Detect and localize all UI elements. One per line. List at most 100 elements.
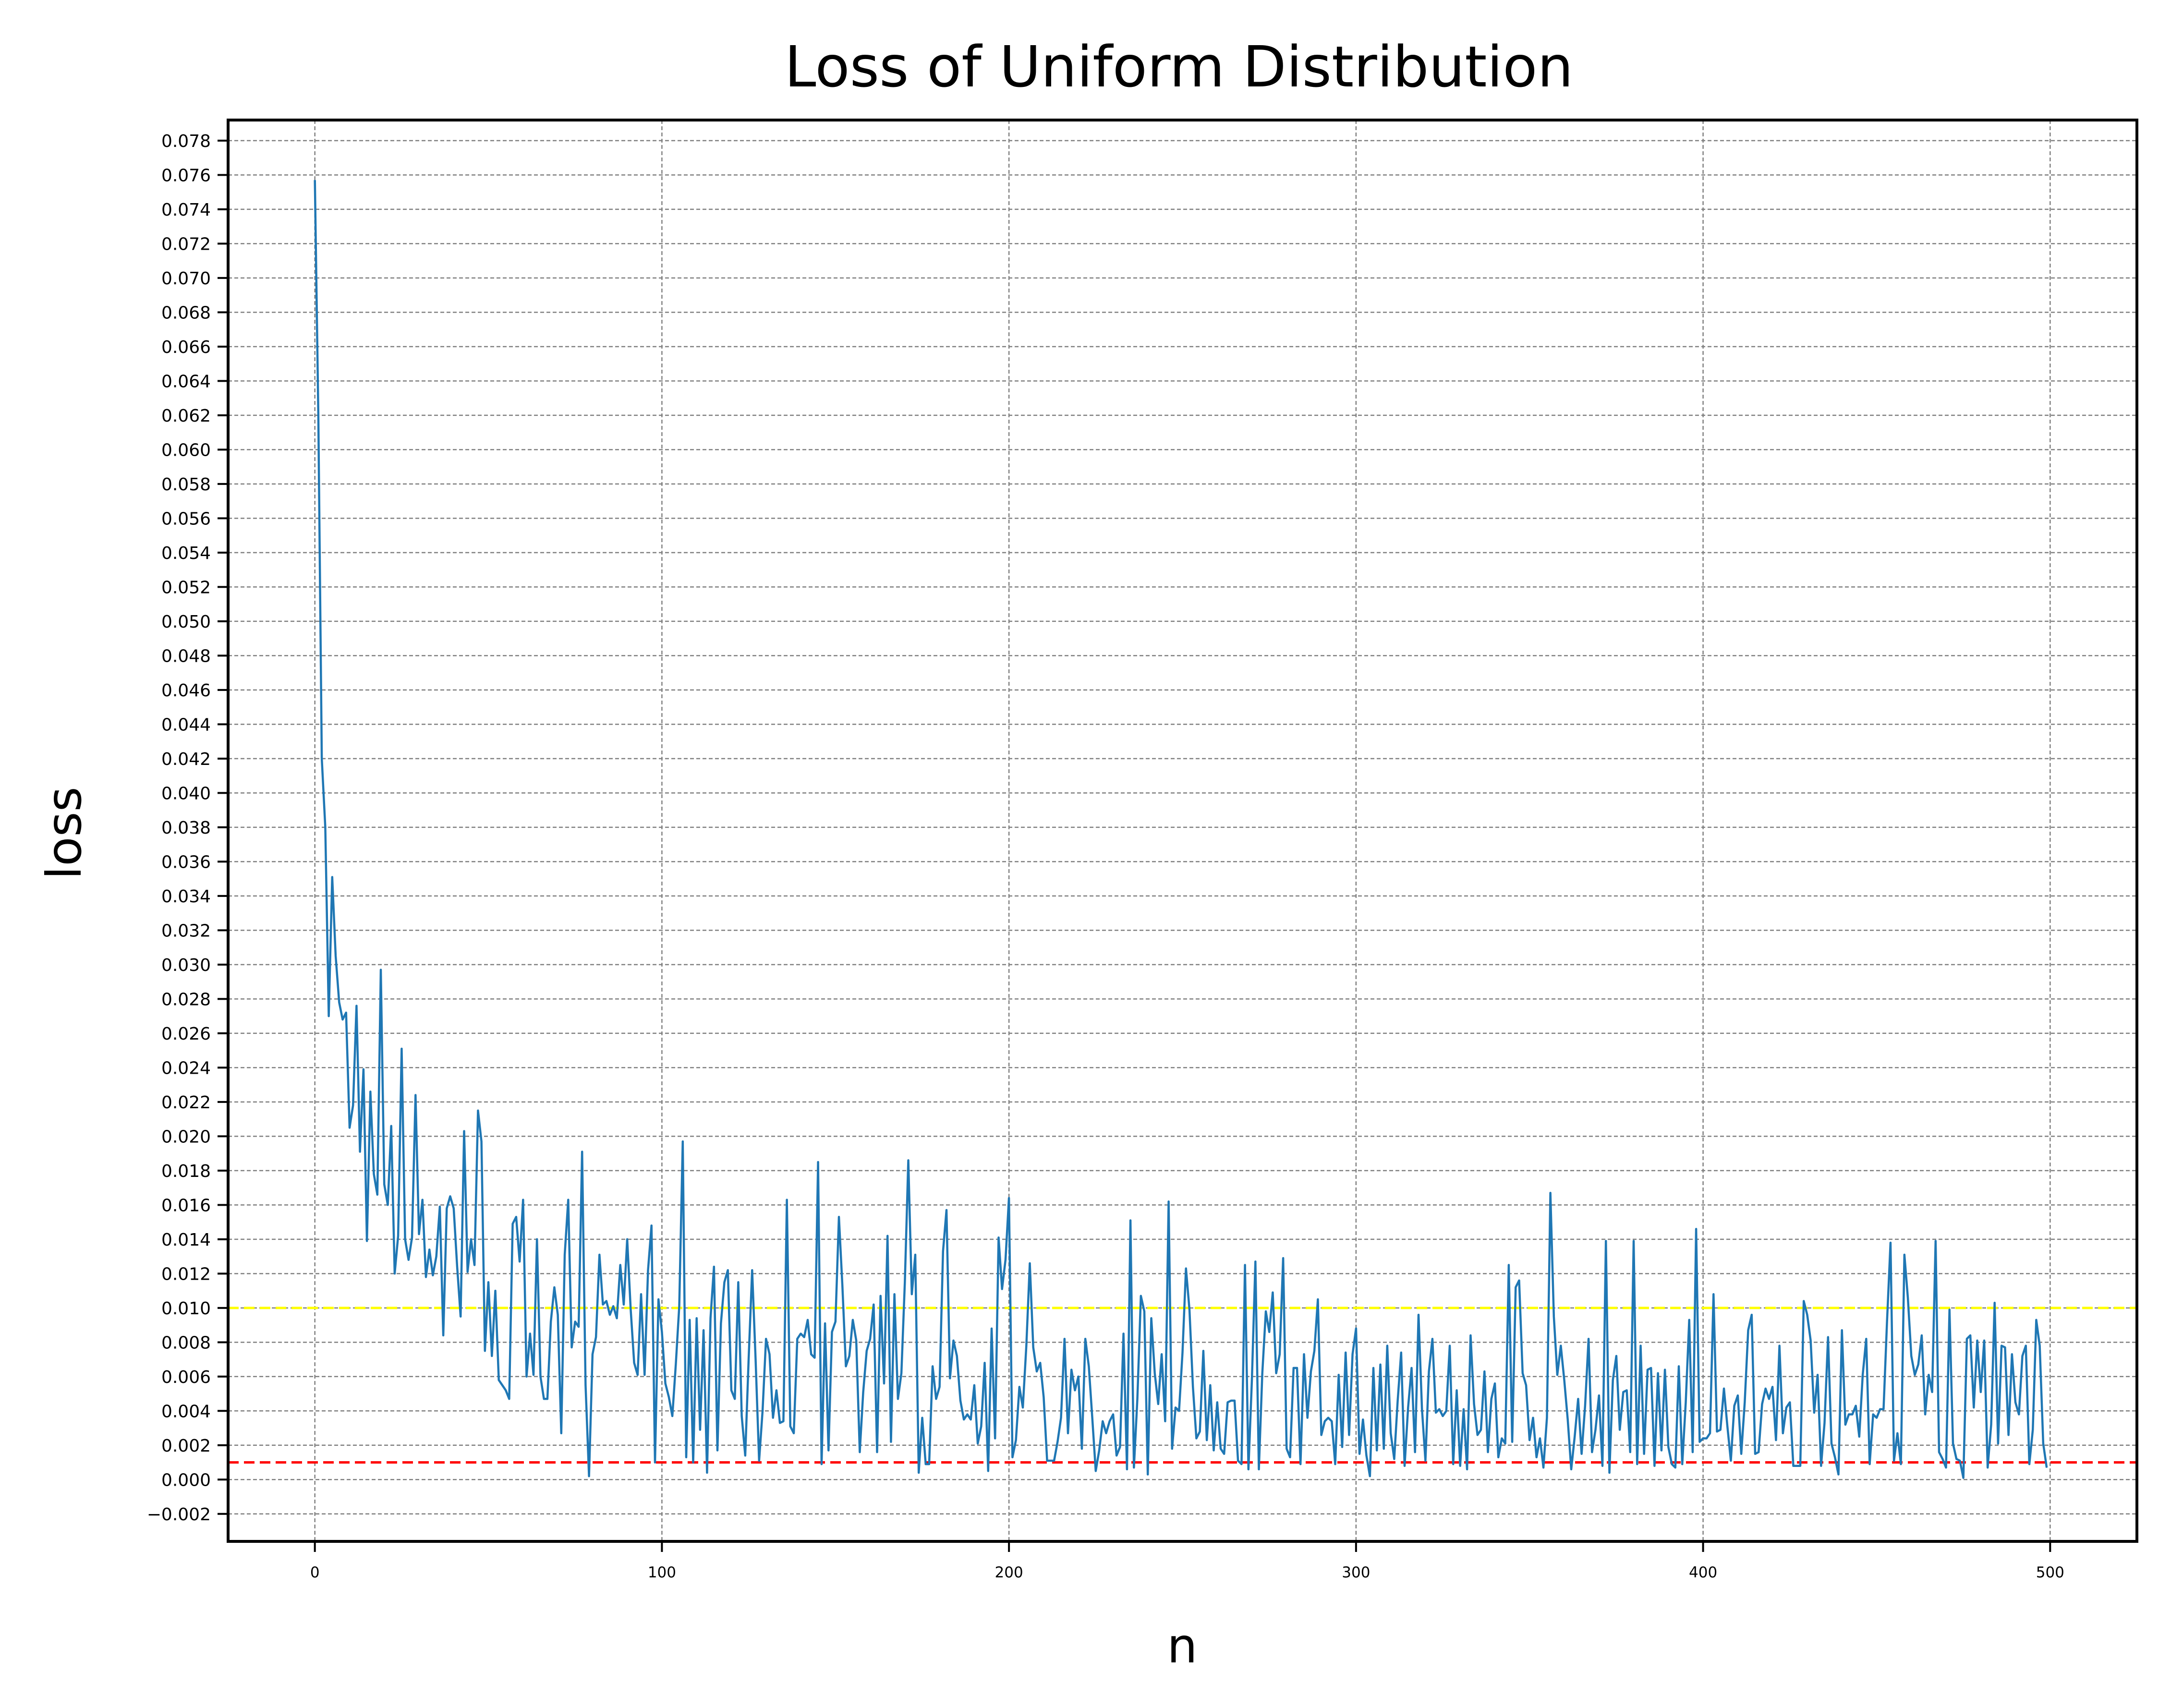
data-point [568, 1199, 569, 1200]
data-point [1116, 1455, 1117, 1456]
data-point [619, 1264, 621, 1266]
data-point [904, 1282, 906, 1283]
x-tick-label: 100 [648, 1564, 676, 1581]
data-point [1356, 1328, 1357, 1329]
data-point [1862, 1374, 1863, 1375]
data-point [922, 1417, 923, 1418]
data-point [1838, 1474, 1839, 1475]
data-point [1293, 1368, 1294, 1369]
data-point [1407, 1407, 1409, 1408]
data-point [318, 415, 319, 416]
data-point [533, 1374, 534, 1375]
y-tick-label: 0.042 [161, 750, 211, 769]
data-point [1498, 1457, 1499, 1458]
data-point [1810, 1340, 1811, 1341]
y-tick-label: 0.066 [161, 338, 211, 357]
data-point [599, 1254, 600, 1255]
data-point [1637, 1464, 1638, 1465]
data-point [1984, 1340, 1985, 1341]
data-point [1747, 1330, 1749, 1331]
data-point [1383, 1448, 1384, 1449]
data-point [1255, 1261, 1256, 1262]
data-point [2018, 1414, 2020, 1415]
data-point [1852, 1414, 1853, 1415]
data-point [1328, 1417, 1329, 1418]
y-tick-label: 0.046 [161, 681, 211, 701]
data-point [1109, 1421, 1110, 1422]
data-point [1605, 1240, 1606, 1242]
data-point [1484, 1371, 1485, 1372]
data-point [1102, 1421, 1104, 1422]
series-layer [314, 180, 2048, 1479]
data-point [1775, 1440, 1777, 1441]
y-tick-label: 0.048 [161, 646, 211, 666]
data-point [911, 1294, 912, 1295]
data-point [1897, 1433, 1898, 1434]
y-tick-label: 0.070 [161, 269, 211, 289]
data-point [1907, 1297, 1908, 1298]
data-point [1001, 1288, 1003, 1290]
data-point [800, 1333, 801, 1334]
data-point [991, 1328, 992, 1329]
data-point [564, 1254, 565, 1255]
data-point [1616, 1356, 1617, 1357]
data-point [1706, 1438, 1707, 1439]
data-point [1414, 1452, 1416, 1453]
data-point [1067, 1433, 1068, 1434]
data-point [870, 1338, 871, 1339]
data-point [1203, 1350, 1204, 1351]
data-point [1817, 1374, 1818, 1375]
data-point [1730, 1460, 1732, 1461]
data-point [1744, 1402, 1746, 1403]
data-point [1411, 1368, 1412, 1369]
data-point [1261, 1372, 1263, 1374]
data-point [1588, 1338, 1589, 1339]
data-point [606, 1300, 607, 1302]
data-point [724, 1282, 725, 1283]
data-point [1370, 1476, 1371, 1477]
data-point [772, 1417, 774, 1418]
data-point [1206, 1440, 1207, 1441]
y-tick-label: 0.004 [161, 1402, 211, 1421]
chart-title: Loss of Uniform Distribution [785, 34, 1574, 100]
data-point [1418, 1314, 1419, 1315]
data-point [1966, 1338, 1967, 1339]
data-point [672, 1416, 673, 1417]
data-point [1348, 1434, 1350, 1436]
data-point [505, 1390, 506, 1391]
data-point [1105, 1433, 1107, 1434]
data-point [1848, 1414, 1849, 1415]
data-point [1487, 1452, 1489, 1453]
data-point [1144, 1311, 1145, 1312]
data-point [814, 1357, 815, 1358]
data-point [1841, 1330, 1843, 1331]
data-point [1050, 1460, 1051, 1461]
data-point [377, 1194, 378, 1195]
data-point [474, 1264, 475, 1266]
data-point [1456, 1390, 1457, 1391]
data-point [1182, 1352, 1183, 1353]
data-point [602, 1304, 604, 1305]
data-point [755, 1359, 756, 1360]
data-point [953, 1340, 954, 1341]
data-point [1199, 1431, 1201, 1432]
data-point [1366, 1455, 1367, 1456]
data-point [1661, 1450, 1662, 1451]
data-point [1265, 1311, 1266, 1312]
data-point [988, 1470, 989, 1472]
data-point [717, 1450, 718, 1451]
data-point [873, 1304, 874, 1305]
data-point [1376, 1450, 1377, 1451]
data-point [1230, 1400, 1232, 1401]
data-point [491, 1356, 493, 1357]
data-point [449, 1196, 451, 1197]
data-point [2039, 1345, 2040, 1346]
data-point [759, 1460, 760, 1461]
data-point [1026, 1345, 1027, 1346]
data-point [1824, 1422, 1825, 1424]
data-point [1477, 1434, 1478, 1436]
data-point [1626, 1390, 1627, 1391]
data-point [1696, 1228, 1697, 1230]
data-point [1900, 1464, 1902, 1465]
data-point [2029, 1464, 2030, 1465]
